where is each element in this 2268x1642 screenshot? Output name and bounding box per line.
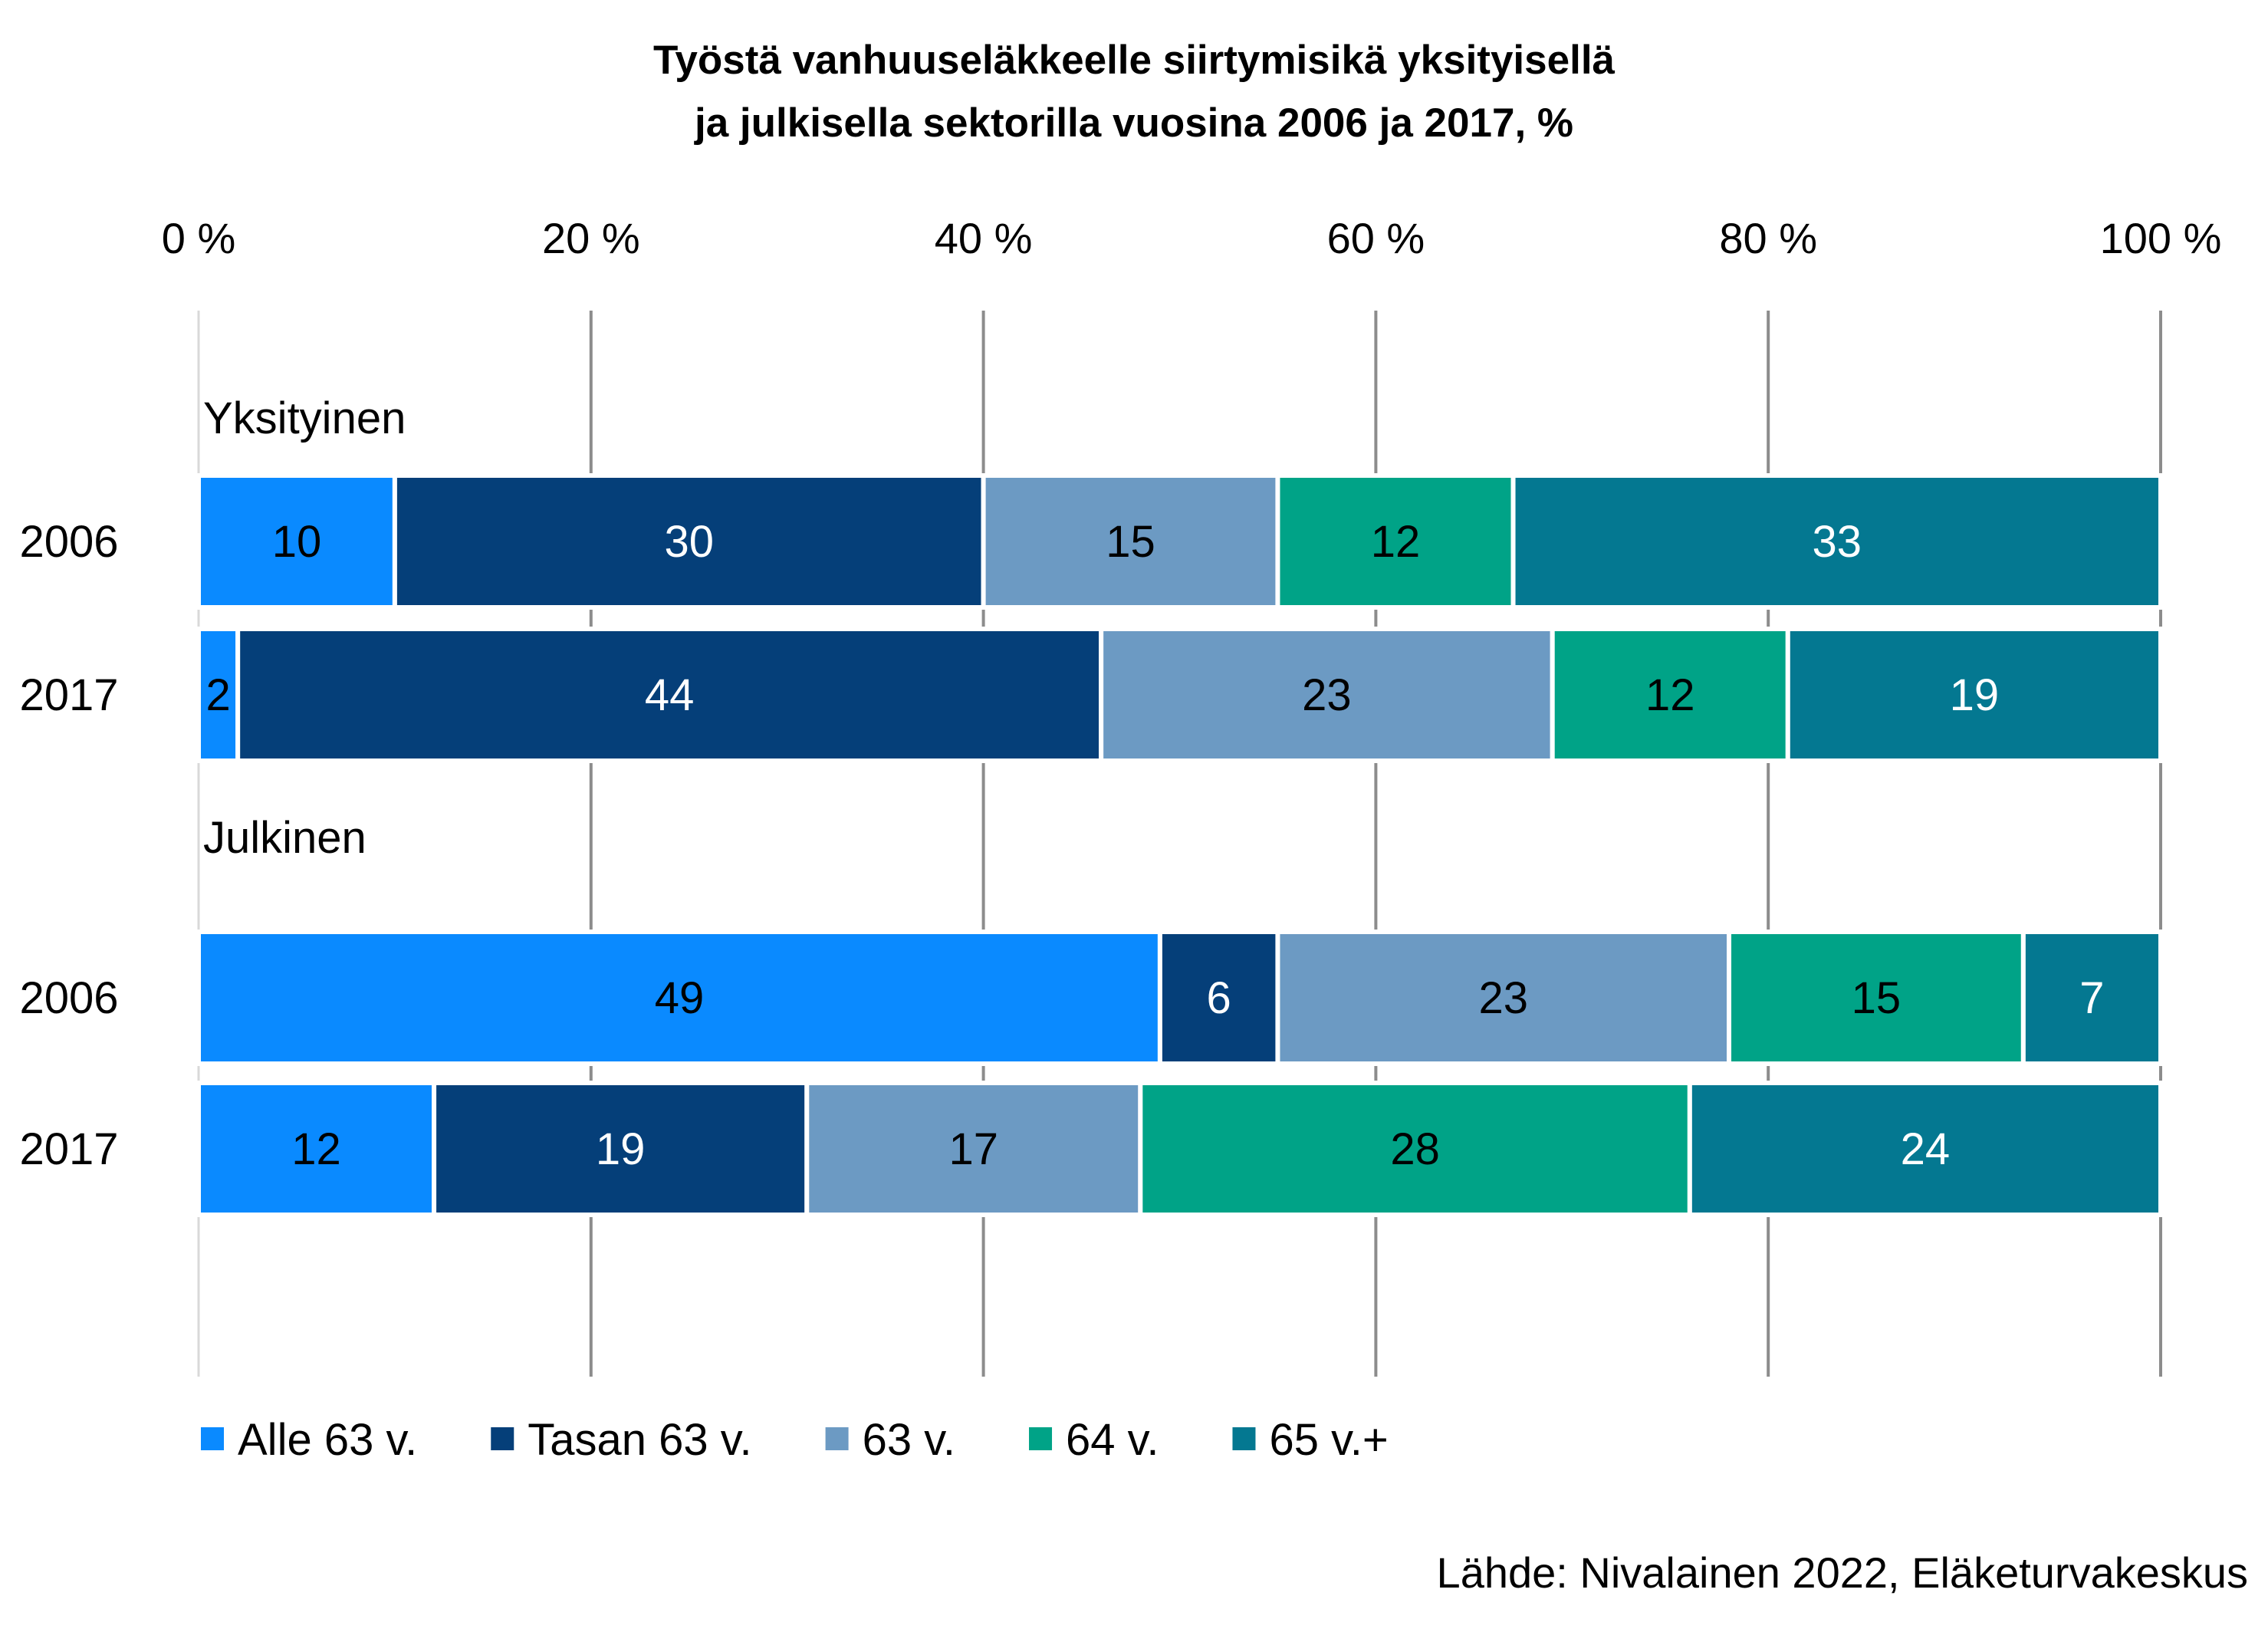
data-label: 6 — [1207, 973, 1231, 1023]
data-label: 12 — [291, 1124, 341, 1174]
data-label: 19 — [596, 1124, 646, 1174]
bar-segment — [1099, 627, 1555, 763]
group-labels: Yksityinen Julkinen — [203, 393, 406, 863]
data-label: 12 — [1371, 517, 1421, 567]
legend-swatch — [201, 1427, 224, 1450]
bar-segment — [1138, 1081, 1692, 1217]
legend-label: 64 v. — [1066, 1415, 1159, 1465]
bar-segment — [1785, 627, 2164, 763]
x-axis-tick-labels: 0 % 20 % 40 % 60 % 80 % 100 % — [162, 214, 2222, 262]
x-tick-label: 0 % — [162, 214, 236, 262]
x-tick-label: 40 % — [935, 214, 1033, 262]
bar-segment — [1687, 1081, 2164, 1217]
legend-swatch — [1232, 1427, 1256, 1450]
group-label: Yksityinen — [203, 393, 406, 443]
category-label: 2006 — [19, 973, 118, 1023]
x-tick-label: 100 % — [2100, 214, 2222, 262]
data-label: 23 — [1478, 973, 1528, 1023]
bar-segment — [1727, 930, 2026, 1066]
bar-segment — [1510, 473, 2163, 610]
chart-title: Työstä vanhuuseläkkeelle siirtymisikä yk… — [0, 29, 2268, 155]
data-label: 24 — [1901, 1124, 1951, 1174]
data-label: 15 — [1106, 517, 1155, 567]
legend-swatch — [491, 1427, 514, 1450]
data-label: 10 — [272, 517, 322, 567]
data-label: 19 — [1950, 670, 2000, 720]
bars — [196, 473, 2164, 1217]
data-label: 49 — [655, 973, 705, 1023]
x-tick-label: 60 % — [1327, 214, 1425, 262]
x-tick-label: 20 % — [542, 214, 640, 262]
chart-title-line-2: ja julkisella sektorilla vuosina 2006 ja… — [694, 100, 1574, 146]
data-label: 12 — [1645, 670, 1695, 720]
category-label: 2017 — [19, 1124, 118, 1174]
bar-segment — [1157, 930, 1280, 1066]
legend-label: 65 v.+ — [1269, 1415, 1388, 1465]
legend-label: Alle 63 v. — [238, 1415, 417, 1465]
chart-title-line-1: Työstä vanhuuseläkkeelle siirtymisikä yk… — [652, 38, 1616, 83]
bar-segment — [1275, 473, 1516, 610]
data-label: 30 — [664, 517, 714, 567]
bar-segment — [804, 1081, 1143, 1217]
legend-swatch — [1029, 1427, 1053, 1450]
data-label: 17 — [949, 1124, 999, 1174]
bar-segment — [2020, 930, 2164, 1066]
group-label: Julkinen — [203, 813, 366, 863]
data-label: 2 — [205, 670, 230, 720]
category-labels: 2006 2017 2006 2017 — [19, 517, 118, 1174]
bar-segment — [432, 1081, 810, 1217]
data-label: 33 — [1813, 517, 1862, 567]
data-label: 15 — [1852, 973, 1902, 1023]
legend-label: 63 v. — [863, 1415, 955, 1465]
category-label: 2006 — [19, 517, 118, 567]
legend-swatch — [825, 1427, 849, 1450]
legend-label: Tasan 63 v. — [528, 1415, 751, 1465]
x-tick-label: 80 % — [1719, 214, 1817, 262]
bar-segment — [392, 473, 986, 610]
data-label: 23 — [1302, 670, 1352, 720]
bar-segment — [1275, 930, 1732, 1066]
bar-segment — [196, 1081, 437, 1217]
source-note: Lähde: Nivalainen 2022, Eläketurvakeskus — [1436, 1548, 2248, 1597]
data-label: 7 — [2079, 973, 2104, 1023]
data-label: 28 — [1390, 1124, 1440, 1174]
data-label: 44 — [645, 670, 695, 720]
data-labels: 10 30 15 12 33 2 44 23 12 19 49 6 23 15 7 12 19 17 28 24 — [205, 517, 2104, 1174]
category-label: 2017 — [19, 670, 118, 720]
legend: Alle 63 v. Tasan 63 v. 63 v. 64 v. 65 v.+ — [201, 1415, 1389, 1465]
